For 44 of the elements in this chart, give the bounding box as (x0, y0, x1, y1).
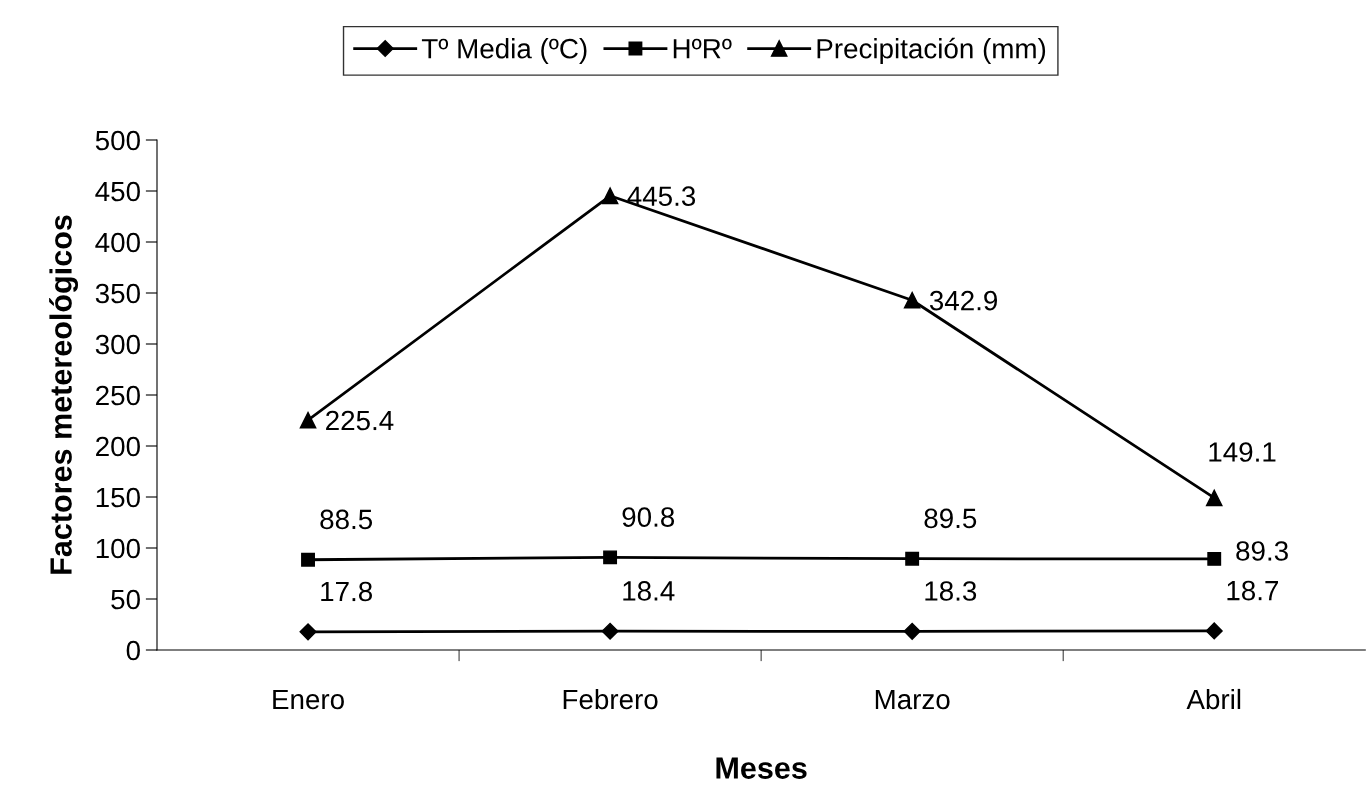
data-label: 89.3 (1236, 541, 1288, 561)
data-label: 225.4 (326, 410, 394, 431)
x-tick-label: Abril (1186, 688, 1241, 710)
y-tick-label: 100 (96, 538, 140, 559)
data-label: 445.3 (627, 186, 696, 207)
data-label: 88.5 (320, 509, 373, 530)
data-label: 342.9 (929, 290, 998, 311)
data-label: 89.5 (924, 508, 977, 529)
y-tick-label: 400 (95, 232, 140, 253)
data-label: 18.4 (623, 581, 675, 601)
y-tick-label: 300 (95, 334, 140, 355)
data-label: 90.8 (622, 507, 675, 527)
point (1207, 551, 1222, 566)
y-tick-label: 350 (95, 283, 140, 304)
point (601, 622, 619, 640)
y-tick-label: 50 (111, 589, 140, 610)
y-axis-title: Factores metereológicos (49, 215, 79, 574)
data-label: 149.1 (1209, 442, 1276, 462)
x-axis-title: Meses (716, 757, 807, 779)
point (299, 623, 317, 641)
point (301, 552, 315, 567)
point (299, 411, 317, 429)
point (905, 551, 920, 566)
point (903, 291, 921, 309)
point (601, 187, 619, 205)
legend-label: Precipitación (mm) (817, 37, 1046, 64)
x-tick-label: Febrero (563, 688, 658, 710)
x-tick-label: Enero (273, 689, 344, 710)
y-tick-label: 150 (96, 487, 140, 508)
y-tick-label: 500 (95, 130, 140, 151)
legend-label: Tº Media (ºC) (421, 38, 587, 64)
data-label: 18.7 (1227, 580, 1279, 601)
y-tick-label: 450 (95, 181, 140, 202)
y-tick-label: 250 (96, 385, 140, 406)
data-label: 18.3 (925, 581, 977, 601)
x-tick-label: Marzo (875, 689, 950, 710)
point (1205, 622, 1223, 640)
legend-label: HºRº (673, 38, 732, 59)
y-tick-label: 200 (96, 436, 140, 457)
data-label: 17.8 (321, 581, 372, 602)
point (1205, 489, 1223, 507)
point (903, 622, 921, 640)
point (603, 550, 618, 565)
y-tick-label: 0 (126, 640, 140, 661)
